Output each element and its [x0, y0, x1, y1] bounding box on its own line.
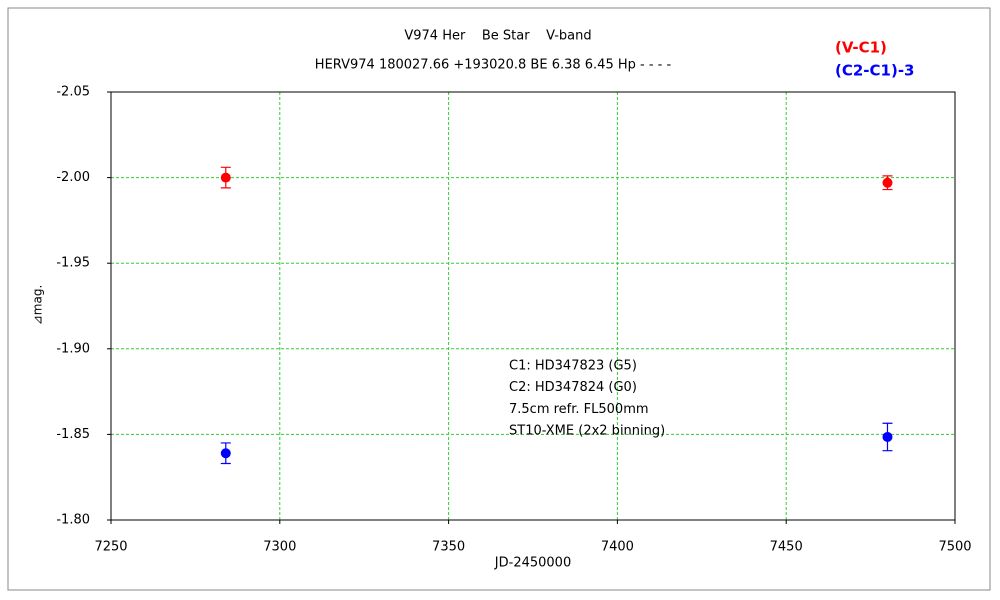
- annotation: C1: HD347823 (G5): [509, 359, 637, 374]
- x-tick-label: 7350: [432, 540, 465, 555]
- x-axis-label: JD-2450000: [494, 556, 571, 571]
- frame: [7, 7, 991, 591]
- chart-subtitle: HERV974 180027.66 +193020.8 BE 6.38 6.45…: [315, 58, 672, 73]
- y-tick-label: -1.80: [56, 513, 90, 528]
- y-tick-label: -1.90: [56, 341, 90, 356]
- x-tick-label: 7250: [94, 540, 127, 555]
- y-tick-label: -1.85: [56, 427, 90, 442]
- y-tick-label: -1.95: [56, 256, 90, 271]
- annotation: ST10-XME (2x2 binning): [509, 424, 665, 439]
- data-point: [220, 448, 231, 459]
- data-point: [882, 431, 893, 442]
- chart-title: V974 Her Be Star V-band: [404, 29, 591, 44]
- annotation: 7.5cm refr. FL500mm: [509, 402, 649, 417]
- y-tick-label: -2.05: [56, 85, 90, 100]
- data-point: [882, 177, 893, 188]
- x-tick-label: 7300: [263, 540, 296, 555]
- data-point: [220, 172, 231, 183]
- plot-area: [110, 91, 956, 521]
- x-tick-label: 7450: [770, 540, 803, 555]
- y-tick-label: -2.00: [56, 170, 90, 185]
- annotation: C2: HD347824 (G0): [509, 380, 637, 395]
- legend-entry: (V-C1): [835, 39, 887, 57]
- legend-entry: (C2-C1)-3: [835, 62, 915, 80]
- x-tick-label: 7500: [938, 540, 971, 555]
- y-axis-label: ⊿mag.: [31, 285, 45, 326]
- x-tick-label: 7400: [601, 540, 634, 555]
